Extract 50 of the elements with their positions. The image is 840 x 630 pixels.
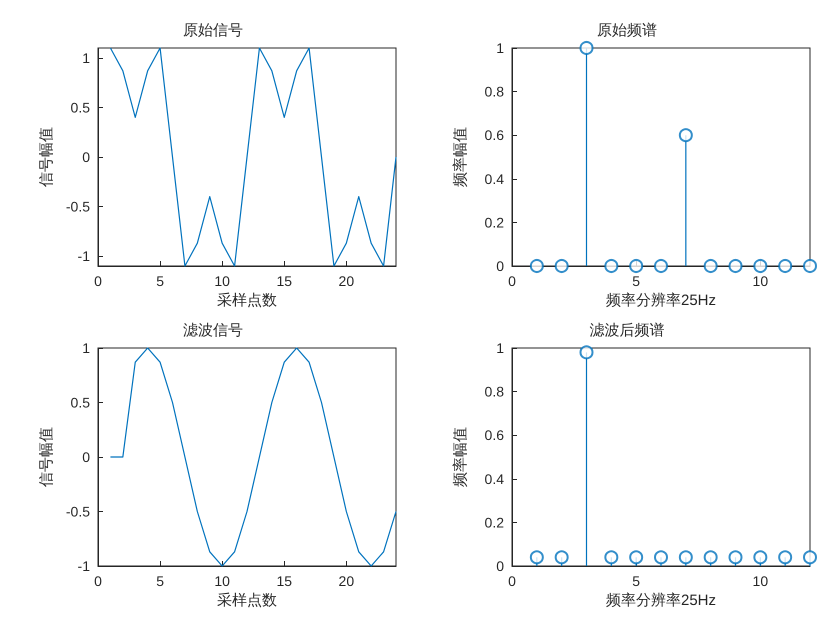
- x-axis-title: 频率分辨率25Hz: [606, 592, 716, 609]
- y-tick-label: 0.2: [484, 214, 504, 230]
- x-tick-label: 0: [94, 573, 102, 589]
- y-tick-label: 0.8: [484, 384, 504, 400]
- x-tick-label: 10: [214, 573, 230, 589]
- chart-title: 原始信号: [183, 22, 243, 39]
- x-tick-label: 20: [338, 273, 354, 289]
- x-tick-label: 5: [156, 273, 164, 289]
- chart-title: 原始频谱: [597, 22, 657, 39]
- y-axis-title: 信号幅值: [38, 427, 55, 487]
- y-tick-label: 0: [82, 149, 90, 165]
- y-axis-title: 信号幅值: [38, 127, 55, 187]
- x-tick-label: 10: [752, 573, 768, 589]
- x-tick-label: 0: [508, 573, 516, 589]
- y-tick-label: 0.6: [484, 427, 504, 444]
- x-tick-label: 15: [276, 273, 292, 289]
- y-tick-label: 0.4: [484, 470, 504, 487]
- y-tick-label: 0: [496, 558, 504, 574]
- x-tick-label: 5: [632, 273, 640, 289]
- x-axis-title: 采样点数: [217, 292, 277, 309]
- x-tick-label: 5: [156, 573, 164, 589]
- y-tick-label: -1: [78, 558, 90, 574]
- y-tick-label: 0: [82, 449, 90, 465]
- y-tick-label: 1: [496, 340, 504, 356]
- y-tick-label: -0.5: [66, 198, 90, 215]
- x-axis-title: 频率分辨率25Hz: [606, 292, 716, 309]
- y-axis-title: 频率幅值: [452, 127, 469, 187]
- x-tick-label: 15: [276, 573, 292, 589]
- y-tick-label: 0.2: [484, 514, 504, 530]
- y-axis-title: 频率幅值: [452, 427, 469, 487]
- y-tick-label: 1: [82, 50, 90, 66]
- x-axis-title: 采样点数: [217, 592, 277, 609]
- y-tick-label: 1: [496, 40, 504, 56]
- y-tick-label: 1: [82, 340, 90, 356]
- y-tick-label: 0.4: [484, 170, 504, 187]
- chart-title: 滤波信号: [183, 322, 243, 339]
- x-tick-label: 20: [338, 573, 354, 589]
- x-tick-label: 0: [508, 273, 516, 289]
- chart-title: 滤波后频谱: [590, 322, 664, 339]
- y-tick-label: 0.6: [484, 127, 504, 144]
- x-tick-label: 0: [94, 273, 102, 289]
- x-tick-label: 5: [632, 573, 640, 589]
- y-tick-label: 0.8: [484, 84, 504, 100]
- x-tick-label: 10: [752, 273, 768, 289]
- y-tick-label: 0: [496, 258, 504, 274]
- y-tick-label: 0.5: [70, 99, 90, 116]
- y-tick-label: -1: [78, 248, 90, 264]
- x-tick-label: 10: [214, 273, 230, 289]
- y-tick-label: -0.5: [66, 504, 90, 520]
- y-tick-label: 0.5: [70, 394, 90, 410]
